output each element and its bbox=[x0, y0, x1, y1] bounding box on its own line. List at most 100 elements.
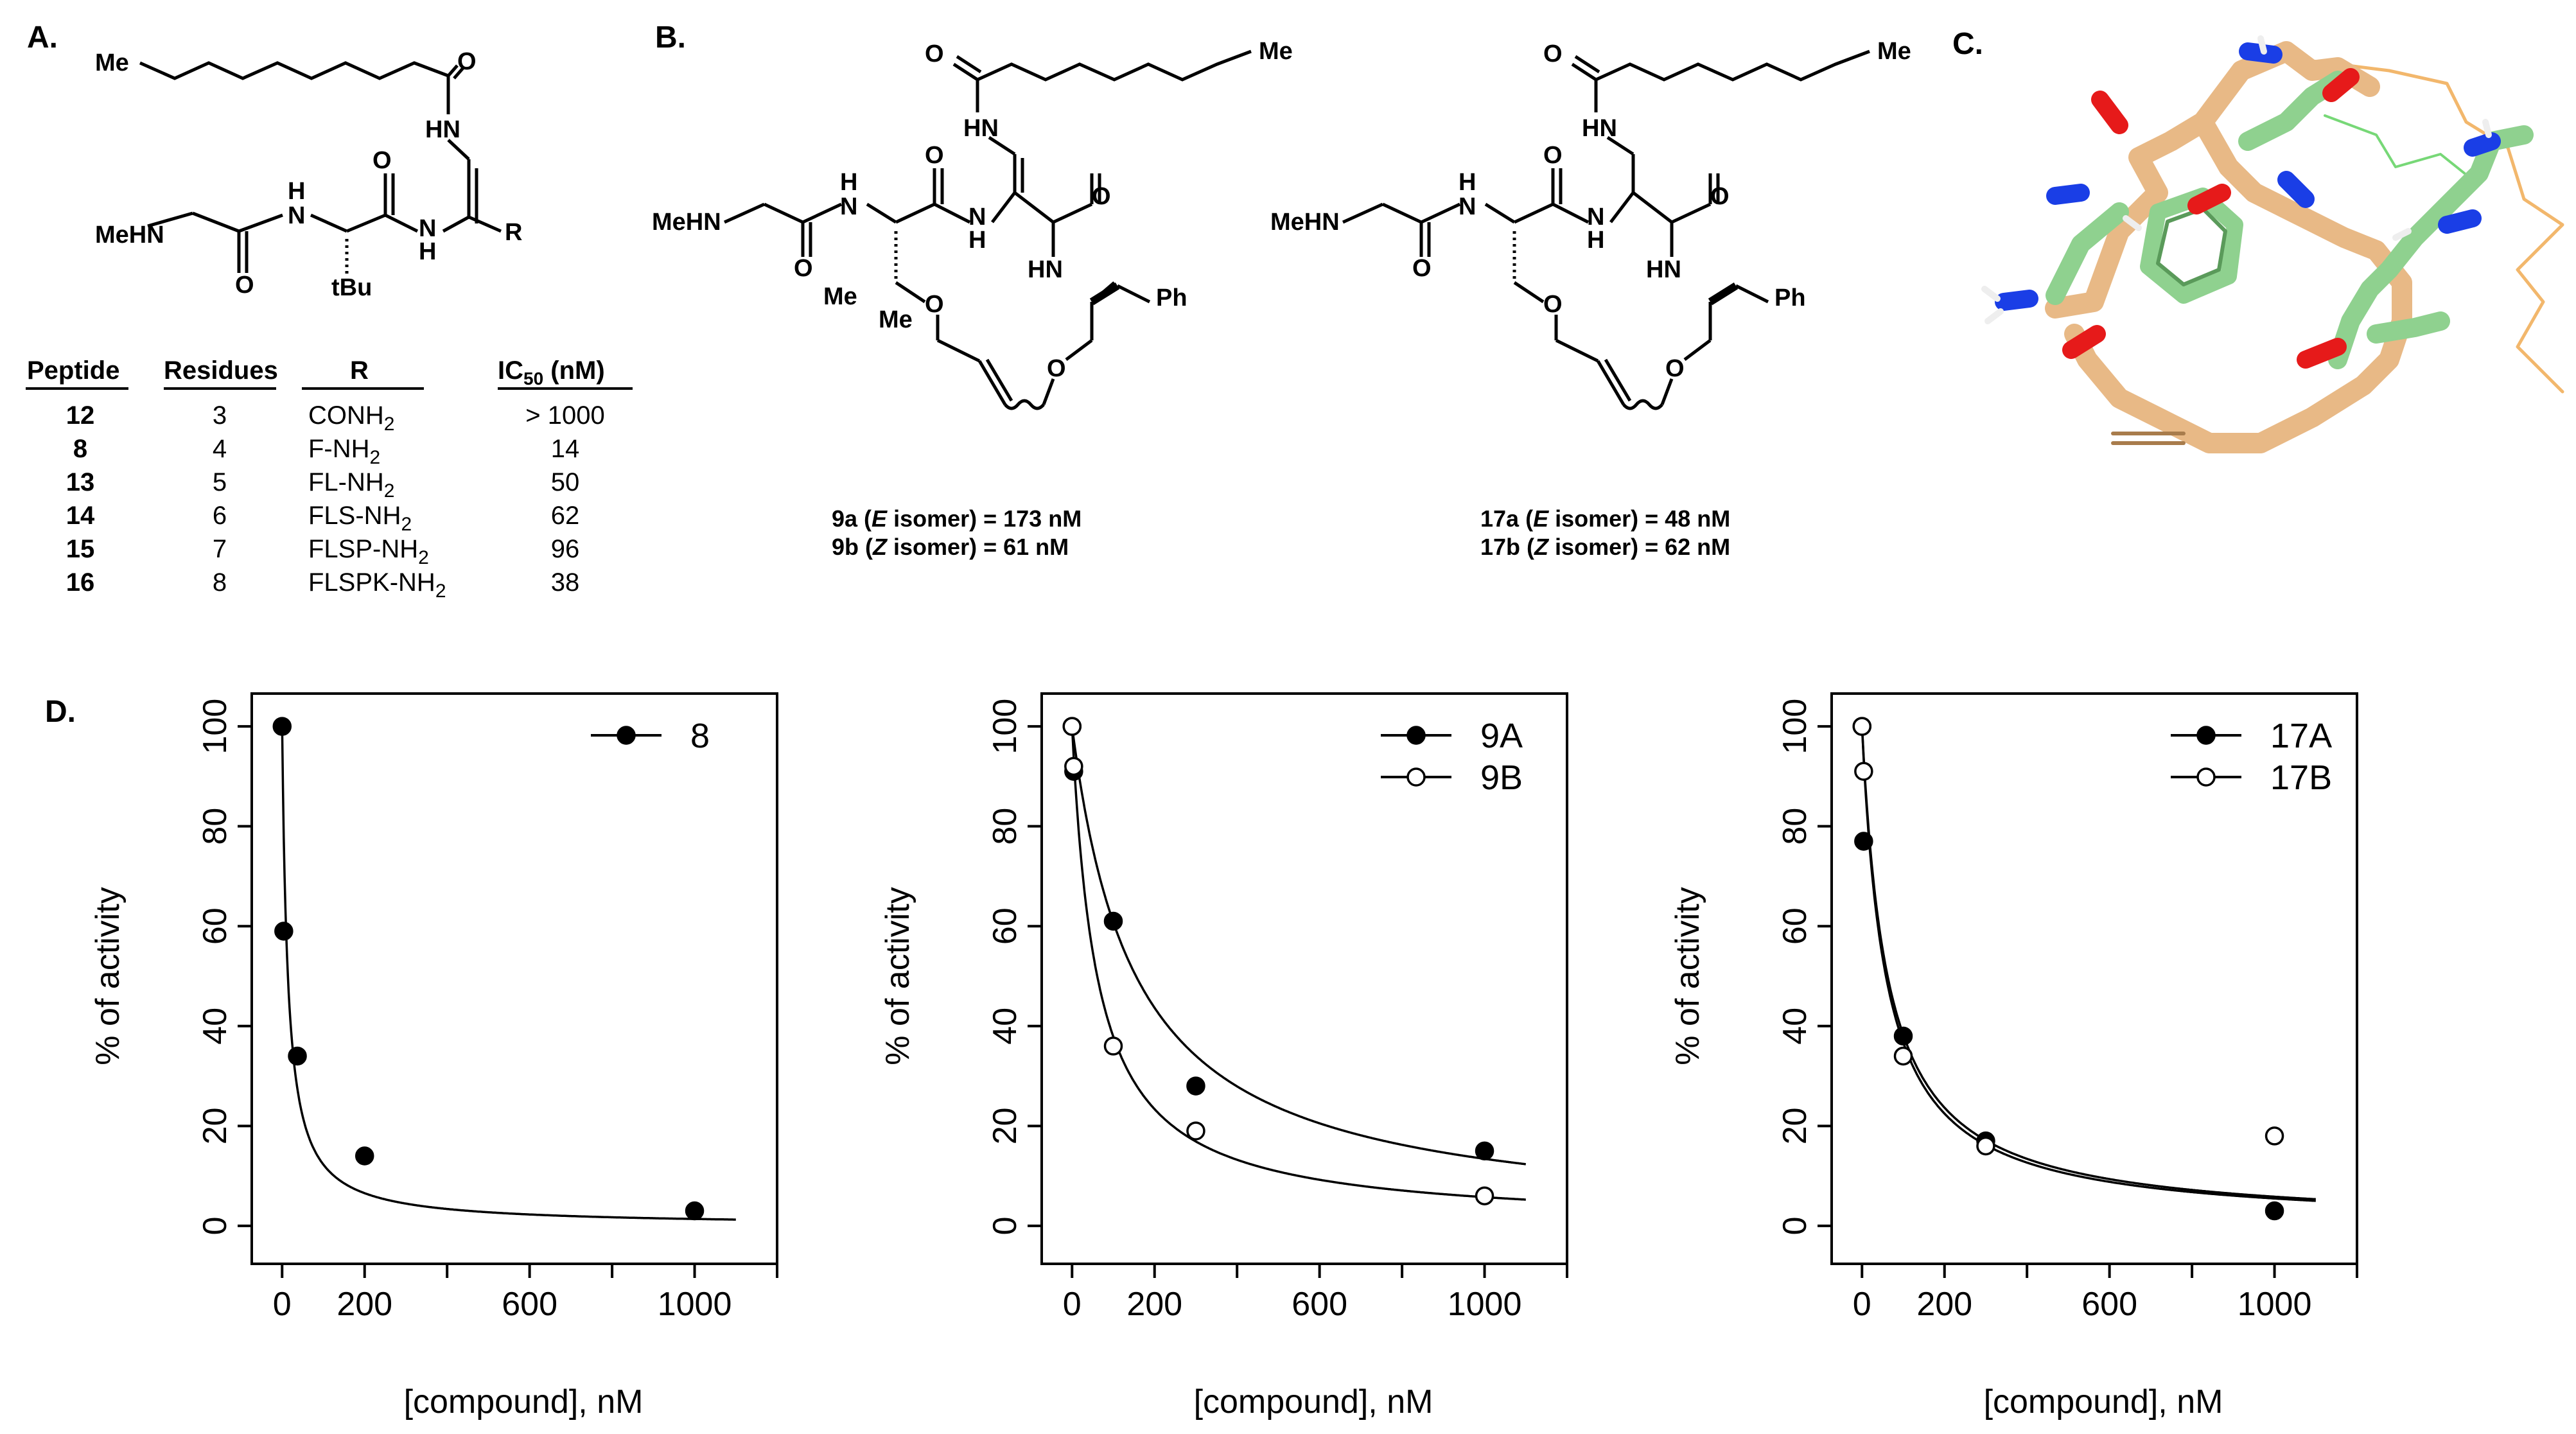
data-point-8 bbox=[355, 1146, 374, 1166]
y-tick-label: 40 bbox=[986, 1008, 1024, 1045]
structure-17-n2-label: N bbox=[1587, 204, 1604, 231]
structure-a-o2-label: O bbox=[372, 147, 392, 174]
structure-9-backbone bbox=[723, 202, 766, 224]
x-tick-label: 600 bbox=[1292, 1286, 1347, 1323]
structure-9-o-ring-label: O bbox=[1047, 355, 1066, 382]
data-point-8 bbox=[274, 922, 294, 941]
table-cell-peptide: 16 bbox=[66, 568, 95, 597]
structure-a-o-label: O bbox=[457, 48, 477, 75]
panel-letter-a: A. bbox=[27, 21, 58, 55]
table-cell-residues: 8 bbox=[213, 568, 227, 597]
legend-label: 8 bbox=[690, 717, 710, 755]
ic50-table: Peptide Residues R IC50 (nM) 12 3 CONH2 > 1… bbox=[26, 356, 633, 602]
structure-17-o1-label: O bbox=[1543, 142, 1563, 169]
data-point-17B bbox=[1976, 1136, 1995, 1156]
table-cell-ic50: 62 bbox=[551, 502, 580, 530]
data-point-17A bbox=[2265, 1201, 2284, 1221]
structure-9-o1-label: O bbox=[925, 142, 944, 169]
thin-trace-b bbox=[2324, 114, 2474, 181]
structure-9-h2-label: H bbox=[968, 227, 986, 254]
nitrogen-atoms bbox=[1995, 42, 2501, 311]
molecular-overlay-3d bbox=[1981, 35, 2564, 453]
structure-9-ph-label: Ph bbox=[1156, 284, 1187, 311]
y-tick-label: 20 bbox=[986, 1107, 1024, 1144]
structure-17-o3-label: O bbox=[1412, 255, 1432, 282]
table-rows: 12 3 CONH2 > 1000 8 4 F-NH2 14 13 5 FL-NH2 50 14 6 FLS… bbox=[66, 401, 605, 602]
structure-9-mehn-label: MeHN bbox=[652, 209, 721, 236]
table-header-peptide: Peptide bbox=[27, 356, 119, 385]
structure-a-nh-h-label: H bbox=[288, 178, 305, 205]
structure-a-me-label: Me bbox=[95, 49, 129, 76]
y-tick-label: 80 bbox=[197, 808, 234, 845]
y-tick-label: 60 bbox=[986, 907, 1024, 945]
fit-curve-8 bbox=[281, 726, 736, 1221]
x-axis-label: [compound], nM bbox=[404, 1383, 644, 1421]
plot-frame bbox=[1040, 692, 1568, 1265]
table-cell-ic50: 96 bbox=[551, 535, 580, 563]
data-point-17B bbox=[1854, 762, 1873, 781]
legend-marker bbox=[1406, 726, 1426, 745]
panel-letter-d: D. bbox=[45, 695, 76, 729]
y-tick-label: 20 bbox=[197, 1107, 234, 1144]
structure-a-nh-n-label: N bbox=[288, 202, 305, 229]
structure-a-mehn-label: MeHN bbox=[95, 222, 164, 249]
structure-9-hn-label: HN bbox=[963, 115, 999, 142]
y-axis-label: % of activity bbox=[89, 887, 127, 1065]
structure-9-n2-label: N bbox=[968, 204, 986, 231]
table-cell-r: FL-NH2 bbox=[308, 468, 394, 502]
thin-trace-a bbox=[2310, 59, 2564, 394]
x-tick-label: 200 bbox=[337, 1286, 392, 1323]
table-cell-ic50: 50 bbox=[551, 468, 580, 496]
structure-9-o-top-label: O bbox=[925, 40, 944, 67]
structure-a-lipid-chain bbox=[139, 61, 449, 80]
panel-letter-b: B. bbox=[655, 21, 686, 55]
table-header-r: R bbox=[350, 356, 369, 385]
structure-17-lipid-chain bbox=[1595, 49, 1870, 82]
y-tick-label: 20 bbox=[1776, 1107, 1814, 1144]
x-axis-label: [compound], nM bbox=[1984, 1383, 2223, 1421]
data-point-8 bbox=[272, 717, 292, 736]
table-cell-r: CONH2 bbox=[308, 401, 394, 435]
structure-17-o-ring-label: O bbox=[1665, 355, 1685, 382]
table-header-ic50: IC50 (nM) bbox=[498, 356, 605, 389]
structure-9-hn-phe-label: HN bbox=[1028, 256, 1063, 283]
data-point-17B bbox=[1852, 717, 1872, 736]
y-tick-label: 80 bbox=[1776, 808, 1814, 845]
y-tick-label: 100 bbox=[1776, 699, 1814, 755]
y-tick-label: 0 bbox=[986, 1216, 1024, 1235]
structure-17 bbox=[1342, 49, 1870, 410]
structure-17-me-top-label: Me bbox=[1877, 38, 1911, 65]
table-cell-peptide: 13 bbox=[66, 468, 95, 496]
table-cell-peptide: 15 bbox=[66, 535, 95, 563]
x-tick-label: 200 bbox=[1916, 1286, 1972, 1323]
structure-a-hn-label: HN bbox=[425, 116, 460, 143]
data-point-17A bbox=[1893, 1026, 1913, 1046]
y-tick-label: 40 bbox=[1776, 1008, 1814, 1045]
x-tick-label: 600 bbox=[2081, 1286, 2137, 1323]
x-tick-label: 1000 bbox=[1448, 1286, 1522, 1323]
panel-letter-c: C. bbox=[1952, 27, 1983, 61]
structure-9-lipid-chain bbox=[976, 49, 1252, 82]
y-tick-label: 60 bbox=[197, 907, 234, 945]
structure-9-o3-label: O bbox=[794, 255, 813, 282]
table-cell-residues: 4 bbox=[213, 435, 227, 463]
structure-a bbox=[139, 61, 502, 276]
structure-a-h2-label: H bbox=[419, 238, 436, 265]
structure-9-me2-label: Me bbox=[879, 306, 913, 333]
table-cell-r: FLSP-NH2 bbox=[308, 535, 429, 568]
data-point-17A bbox=[1854, 832, 1873, 851]
fit-curve-9A bbox=[1071, 726, 1526, 1166]
table-cell-residues: 3 bbox=[213, 401, 227, 430]
x-tick-label: 200 bbox=[1126, 1286, 1182, 1323]
structure-9-wavy-bond bbox=[1004, 399, 1045, 410]
fit-curve-17A bbox=[1861, 726, 2316, 1202]
data-point-17B bbox=[2265, 1126, 2284, 1146]
data-point-9B bbox=[1103, 1036, 1123, 1056]
structure-a-o3-label: O bbox=[235, 272, 254, 299]
x-tick-label: 600 bbox=[502, 1286, 557, 1323]
table-cell-peptide: 8 bbox=[73, 435, 87, 463]
